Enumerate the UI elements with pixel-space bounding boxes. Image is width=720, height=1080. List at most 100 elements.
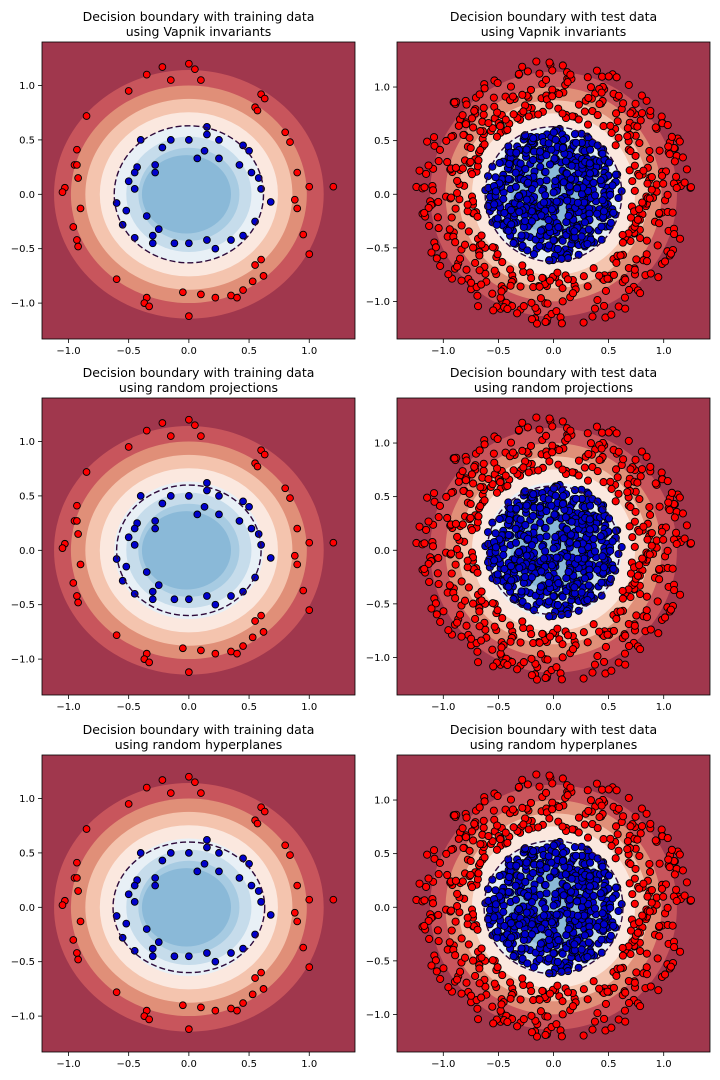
inner-class-point	[170, 595, 179, 604]
outer-class-point	[597, 88, 606, 97]
inner-class-point	[552, 553, 561, 562]
outer-class-point	[158, 776, 167, 784]
inner-class-point	[599, 563, 609, 572]
outer-class-point	[553, 624, 562, 633]
inner-class-point	[544, 216, 553, 225]
inner-class-point	[514, 192, 523, 201]
outer-class-point	[663, 477, 672, 486]
outer-class-point	[621, 275, 630, 284]
outer-class-point	[124, 800, 133, 808]
outer-class-point	[584, 93, 593, 102]
outer-class-point	[429, 846, 439, 855]
outer-class-point	[584, 449, 593, 458]
outer-class-point	[211, 1006, 220, 1015]
outer-class-point	[467, 114, 476, 123]
outer-class-point	[429, 489, 439, 498]
outer-class-point	[682, 521, 691, 530]
inner-class-point	[203, 130, 211, 139]
decision-boundary-line	[113, 125, 265, 264]
outer-class-point	[427, 248, 436, 257]
outer-class-point	[454, 477, 463, 486]
outer-class-point	[558, 640, 567, 649]
outer-class-point	[239, 642, 247, 650]
outer-class-point	[434, 580, 443, 589]
outer-class-point	[612, 822, 621, 831]
outer-class-point	[462, 978, 471, 987]
outer-class-point	[613, 830, 622, 839]
outer-class-point	[73, 858, 81, 867]
outer-class-point	[514, 782, 523, 792]
outer-class-point	[645, 859, 654, 869]
outer-class-point	[253, 462, 262, 471]
outer-class-point	[638, 911, 647, 920]
outer-class-point	[618, 238, 627, 247]
inner-class-point	[536, 582, 545, 591]
outer-class-point	[600, 301, 609, 310]
outer-class-point	[558, 774, 567, 783]
outer-class-point	[628, 890, 637, 899]
outer-class-point	[454, 834, 463, 843]
outer-class-point	[590, 1017, 599, 1026]
inner-class-point	[247, 881, 256, 890]
inner-class-point	[545, 516, 555, 525]
outer-class-point	[663, 834, 672, 843]
outer-class-point	[623, 480, 632, 489]
outer-class-point	[580, 107, 589, 116]
outer-class-point	[655, 146, 664, 155]
inner-class-point	[536, 860, 545, 869]
outer-class-point	[436, 617, 445, 626]
outer-class-point	[248, 633, 257, 642]
x-tick-label: −1.0	[56, 346, 80, 357]
outer-class-point	[293, 168, 302, 177]
x-tick-label: 0.0	[181, 702, 197, 713]
chart-title-line-1: Decision boundary with training data	[83, 9, 315, 24]
outer-class-point	[506, 994, 515, 1003]
outer-class-point	[463, 920, 472, 929]
outer-class-point	[439, 607, 448, 616]
inner-class-point	[517, 231, 526, 240]
subplot-1: Decision boundary with training datausin…	[11, 9, 356, 357]
x-tick-label: 1.0	[301, 1059, 317, 1070]
outer-class-point	[518, 803, 527, 812]
outer-class-point	[632, 968, 641, 977]
outer-class-point	[558, 1010, 567, 1019]
inner-class-point	[514, 548, 523, 557]
inner-class-point	[536, 939, 545, 948]
outer-class-point	[498, 614, 507, 623]
outer-class-point	[612, 786, 621, 795]
y-tick-label: −0.5	[366, 599, 390, 610]
inner-class-point	[550, 867, 559, 876]
inner-class-point	[551, 889, 560, 898]
outer-class-point	[488, 480, 497, 489]
outer-class-point	[480, 84, 489, 93]
outer-class-point	[545, 457, 554, 466]
outer-class-point	[513, 665, 522, 674]
inner-class-point	[609, 921, 618, 930]
outer-class-point	[538, 629, 547, 638]
inner-class-point	[215, 154, 223, 163]
outer-class-point	[592, 66, 601, 75]
outer-class-point	[604, 428, 613, 437]
outer-class-point	[604, 785, 613, 794]
inner-class-point	[235, 517, 244, 525]
outer-class-point	[453, 262, 462, 271]
inner-class-point	[130, 881, 139, 890]
outer-class-point	[493, 434, 502, 444]
inner-class-point	[527, 541, 536, 550]
inner-class-point	[541, 167, 550, 177]
outer-class-point	[645, 146, 654, 156]
outer-class-point	[541, 673, 550, 683]
outer-class-point	[508, 805, 517, 814]
inner-class-point	[151, 881, 160, 890]
outer-class-point	[466, 870, 475, 879]
inner-class-point	[130, 541, 139, 549]
x-tick-label: −1.0	[431, 702, 455, 713]
outer-class-point	[548, 66, 557, 75]
plot-area	[42, 755, 355, 1052]
inner-class-point	[516, 872, 525, 881]
outer-class-point	[623, 132, 632, 141]
contour-core	[141, 511, 232, 590]
inner-class-point	[598, 505, 607, 514]
